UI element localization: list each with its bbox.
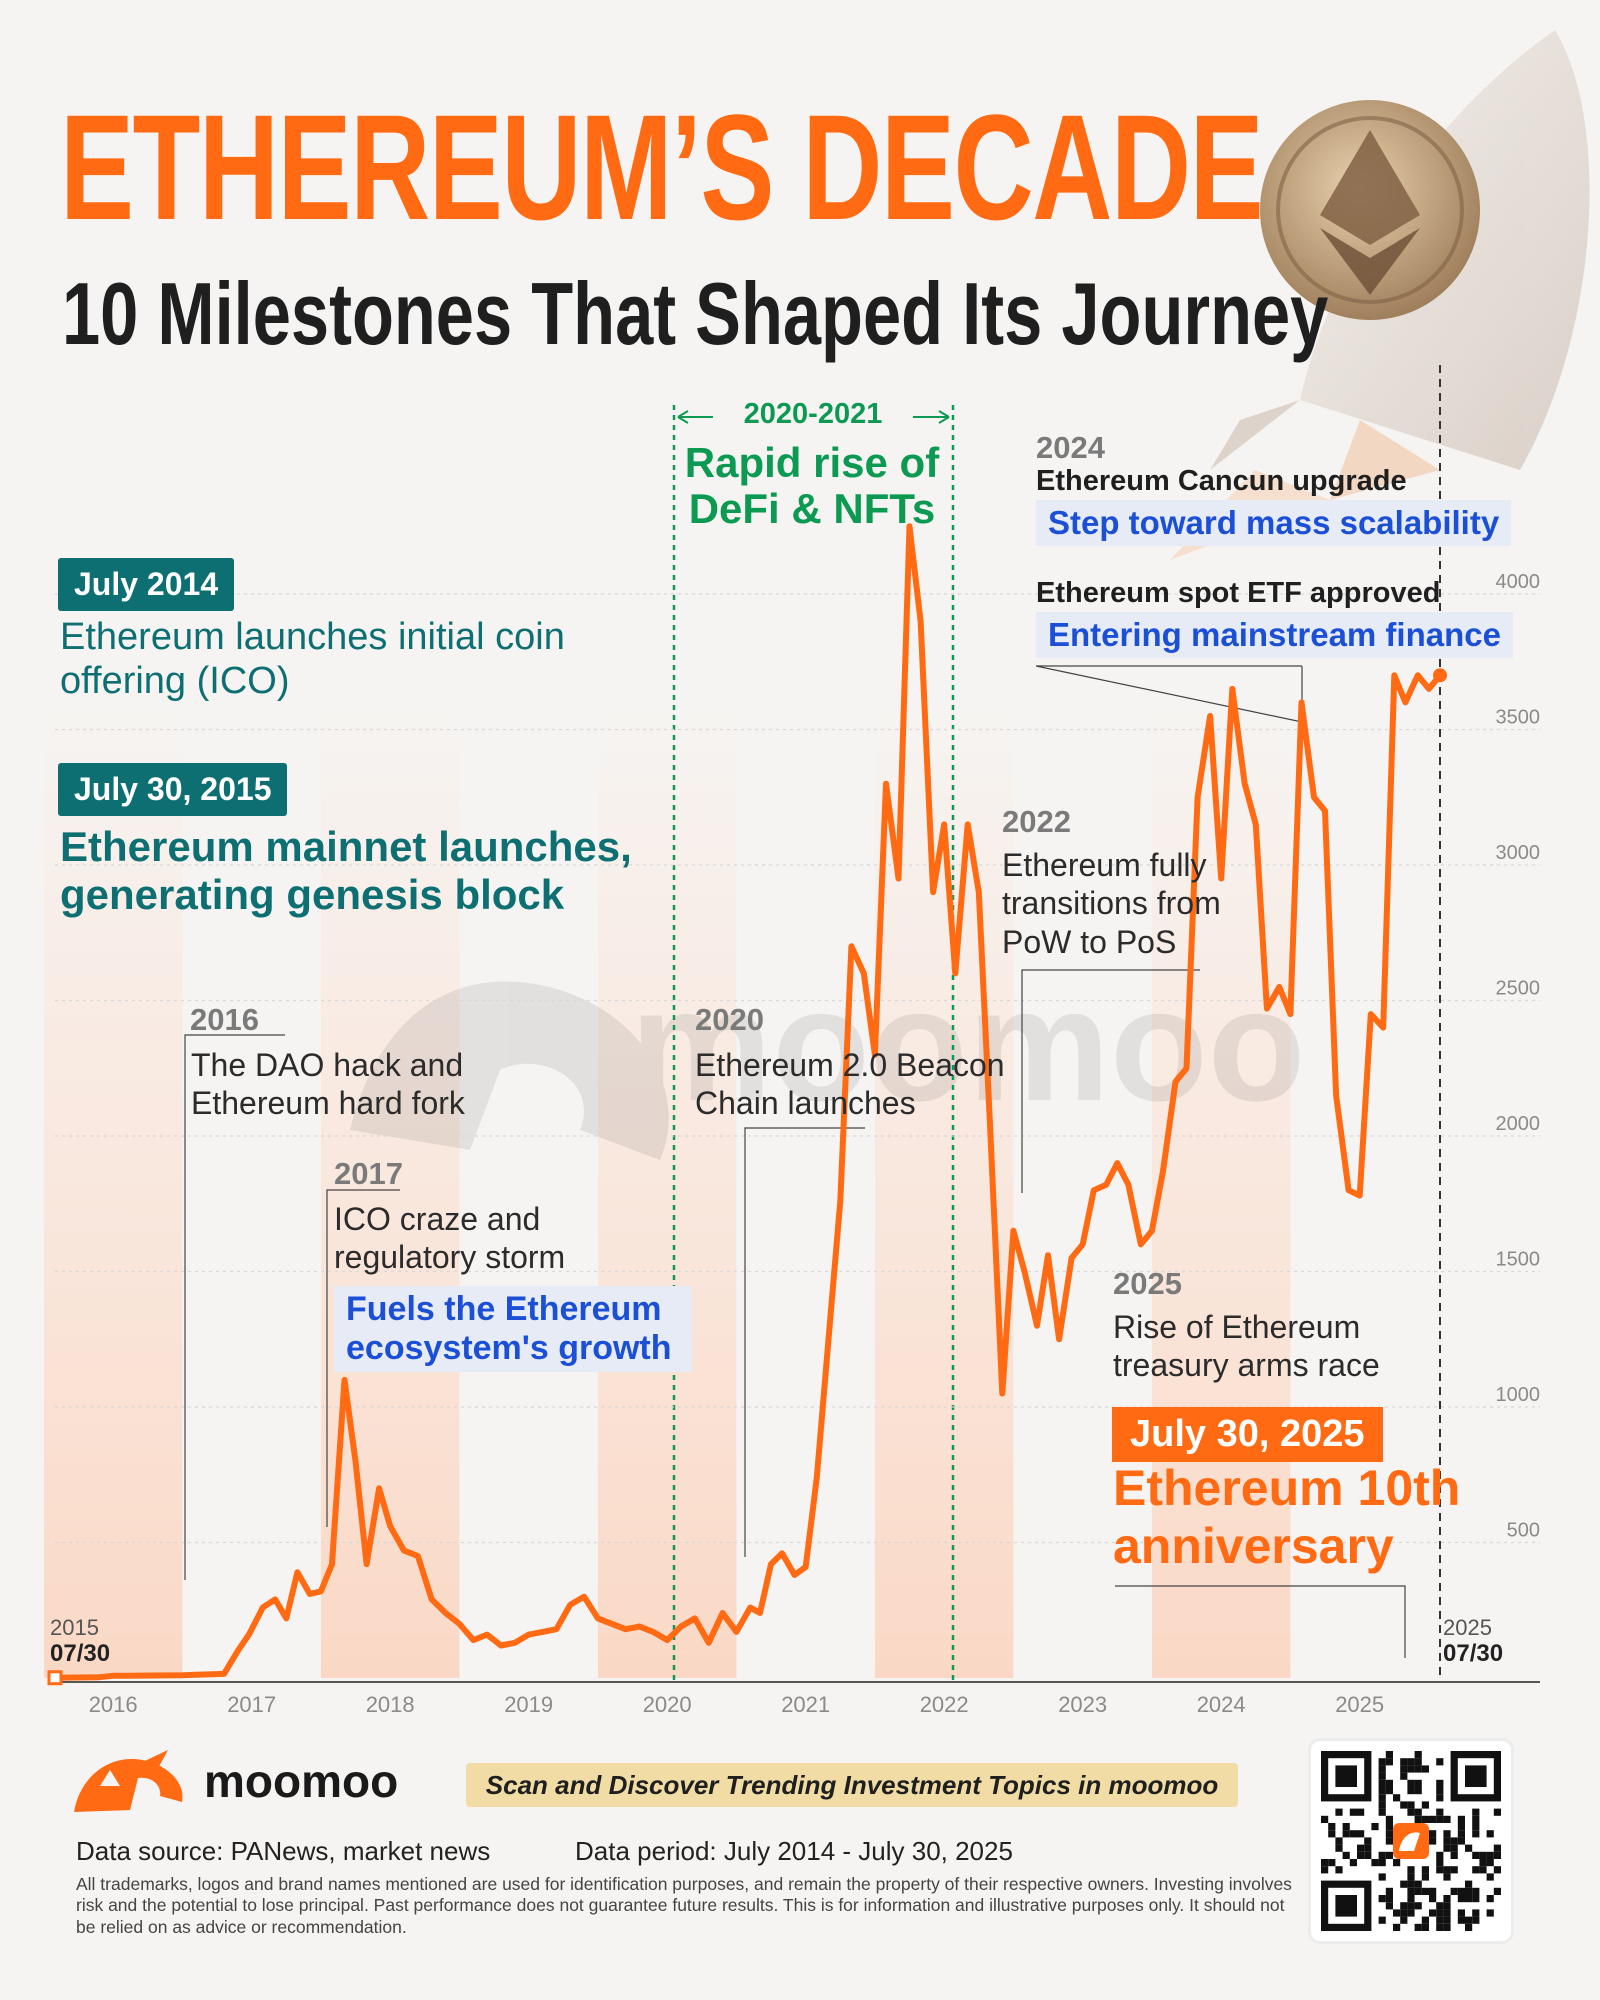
etf-highlight: Entering mainstream finance [1036,612,1513,658]
price-line [52,523,1443,1681]
data-period: Data period: July 2014 - July 30, 2025 [575,1836,1013,1866]
y-tick-label: 500 [1507,1520,1540,1542]
beacon-text: Ethereum 2.0 Beacon Chain launches [695,1047,1005,1122]
scan-banner[interactable]: Scan and Discover Trending Investment To… [466,1763,1238,1807]
brand-watermark: moomoo [350,955,1305,1160]
defi-period: 2020-2021 [713,398,913,431]
treasury-year: 2025 [1113,1266,1182,1301]
leader-etf [1035,665,1303,723]
anniversary-date-tag: July 30, 2025 [1112,1407,1383,1462]
leader-pos [1021,969,1200,1193]
x-tick-label: 2021 [781,1692,830,1717]
y-tick-label: 2000 [1496,1113,1541,1135]
year-band [43,700,183,1678]
pos-text: Ethereum fully transitions from PoW to P… [1002,847,1221,960]
dao-year: 2016 [190,1002,259,1037]
start-date-value: 07/30 [50,1640,111,1667]
ico-craze-highlight: Fuels the Ethereum ecosystem's growth [334,1286,692,1373]
x-tick-label: 2016 [89,1692,138,1717]
x-tick-label: 2022 [920,1692,969,1717]
end-date-value: 07/30 [1443,1640,1504,1667]
leader-beacon [744,1127,865,1557]
mainnet-date-tag: July 30, 2015 [58,763,288,816]
start-date-label: 07/30 [50,1640,110,1668]
y-tick-label: 4000 [1496,571,1541,593]
end-point [1433,668,1447,683]
anniversary-text: Ethereum 10th anniversary [1113,1460,1461,1574]
etf-text: Ethereum spot ETF approved [1036,577,1441,609]
start-point [47,1670,63,1686]
qr-code[interactable] [1308,1738,1514,1944]
ico-craze-year: 2017 [334,1156,403,1191]
treasury-text: Rise of Ethereum treasury arms race [1113,1309,1380,1384]
moomoo-logo-icon [74,1750,183,1812]
year-band [320,700,460,1678]
ico-date-tag: July 2014 [58,558,235,611]
defi-text: Rapid rise of DeFi & NFTs [684,439,940,533]
x-tick-label: 2023 [1058,1692,1107,1717]
leader-ico-craze [326,1189,400,1527]
y-tick-label: 3500 [1496,707,1541,729]
rocket-illustration [1170,30,1590,560]
page-subtitle: 10 Milestones That Shaped Its Journey [62,264,1329,363]
x-axis: 2016 2017 2018 2019 2020 2021 2022 2023 2024 2025 [89,1692,1384,1717]
y-tick-label: 1500 [1496,1249,1541,1271]
end-year-label: 2025 [1443,1615,1492,1640]
footer-brand: moomoo [70,1746,398,1816]
y-tick-label: 2500 [1496,978,1541,1000]
leader-dao [184,1034,285,1580]
leader-treasury [1115,1585,1406,1658]
mainnet-text: Ethereum mainnet launches, generating ge… [60,823,632,919]
y-tick-label: 3000 [1496,842,1541,864]
x-tick-label: 2018 [366,1692,415,1717]
qr-pattern [1321,1751,1501,1931]
moomoo-wordmark: moomoo [204,1755,399,1807]
y-axis: 500 1000 1500 2000 2500 3000 3500 4000 [1496,571,1541,1542]
ico-text: Ethereum launches initial coin offering … [60,616,565,702]
pos-year: 2022 [1002,804,1071,839]
leader-lines [184,665,1406,1658]
ico-craze-text: ICO craze and regulatory storm [334,1201,566,1276]
x-tick-label: 2025 [1335,1692,1384,1717]
dao-text: The DAO hack and Ethereum hard fork [191,1047,465,1122]
cancun-year: 2024 [1036,430,1105,465]
y-tick-label: 1000 [1496,1384,1541,1406]
end-date-label: 07/30 [1443,1640,1503,1668]
data-source: Data source: PANews, market news [76,1836,491,1866]
gridlines [55,593,1540,1544]
beacon-year: 2020 [695,1002,764,1037]
x-tick-label: 2017 [227,1692,276,1717]
cancun-text: Ethereum Cancun upgrade [1036,465,1407,497]
year-band [597,700,737,1678]
disclaimer: All trademarks, logos and brand names me… [76,1874,1292,1937]
x-tick-label: 2024 [1197,1692,1246,1717]
page-title: ETHEREUM’S DECADE [60,83,1264,251]
cancun-highlight: Step toward mass scalability [1036,500,1512,546]
start-year-label: 2015 [50,1615,99,1640]
x-tick-label: 2019 [504,1692,553,1717]
x-tick-label: 2020 [643,1692,692,1717]
